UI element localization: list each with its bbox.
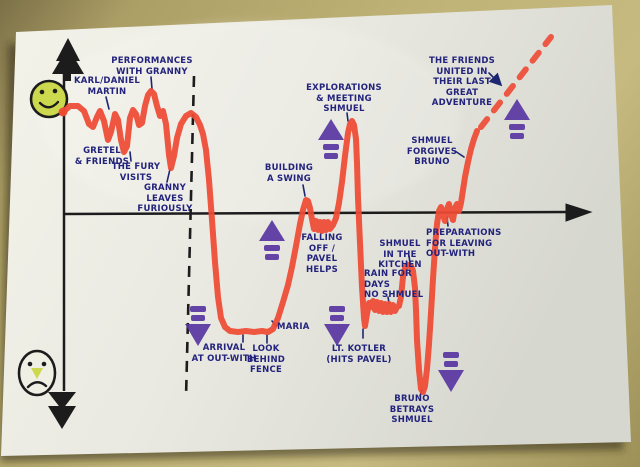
- sad-face-icon: [17, 349, 57, 397]
- tree-up-arrow-icon: [52, 38, 84, 81]
- happy-face-icon: [29, 79, 69, 119]
- purple-up-arrow-icon-friends: [504, 99, 530, 139]
- pointer-line-explorations-meeting-shmuel: [346, 112, 349, 122]
- pointer-line-building-a-swing: [302, 184, 306, 197]
- pointer-line-shmuel-forgives-bruno: [454, 150, 465, 158]
- mood-curve: [60, 88, 480, 395]
- purple-down-arrow-icon-betrayal: [438, 352, 464, 392]
- pointer-line-friends-united: [488, 72, 503, 87]
- pointer-line-performances-with-granny: [150, 76, 153, 90]
- right-arrow-icon: [565, 203, 593, 222]
- x-axis-line: [62, 210, 571, 216]
- pointer-line-the-fury-visits: [129, 151, 132, 162]
- purple-up-arrow-icon-explorations: [318, 119, 344, 159]
- act-divider-dashed-line: [184, 75, 196, 399]
- pointer-line-shmuel-in-the-kitchen: [408, 255, 411, 264]
- purple-down-arrow-icon-kotler: [324, 306, 350, 346]
- mood-arrows-layer: [185, 99, 530, 392]
- pointer-line-karl-daniel-martin: [105, 96, 110, 110]
- curve-start-blob: [58, 107, 68, 117]
- axes: [48, 38, 593, 429]
- mood-curve-projection-dashed: [478, 34, 554, 130]
- pointer-line-granny-leaves-furiously: [166, 168, 171, 183]
- purple-down-arrow-icon-arrival: [185, 306, 211, 346]
- double-down-arrow-icon: [48, 392, 76, 429]
- mood-curve-layer: [58, 34, 554, 395]
- purple-up-arrow-icon-pavel-helps: [259, 220, 285, 260]
